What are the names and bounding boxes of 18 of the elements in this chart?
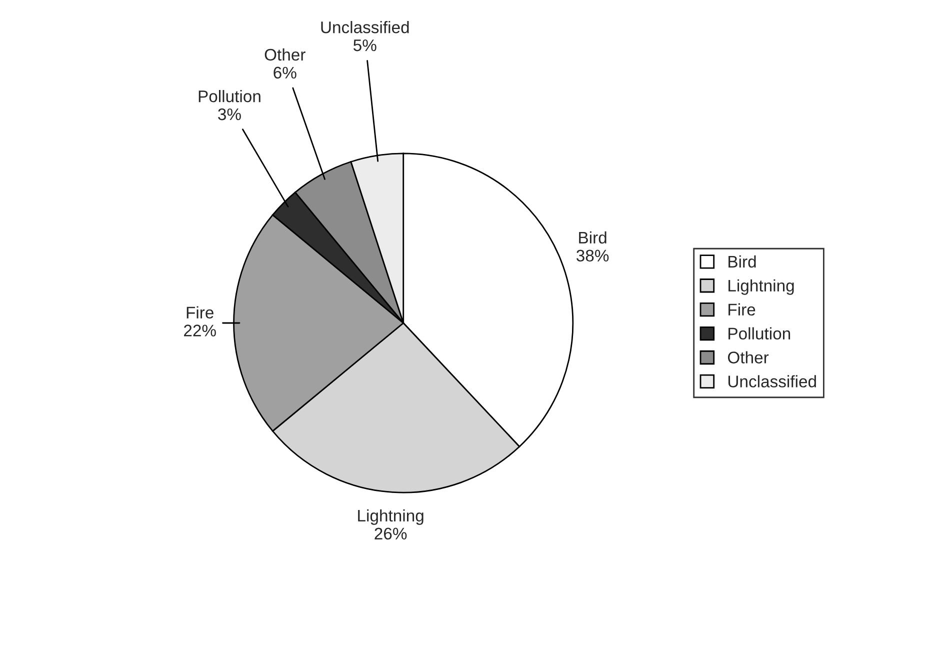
data-label: 3% — [218, 108, 241, 120]
data-label: 6% — [274, 66, 296, 79]
slice-label: Unclassified — [321, 21, 409, 34]
data-label: 38% — [576, 250, 609, 262]
data-label: 26% — [374, 528, 407, 540]
data-label: 5% — [354, 39, 376, 52]
legend-label: Bird — [728, 255, 756, 268]
data-label: 22% — [184, 324, 216, 336]
legend-label: Unclassified — [728, 375, 816, 388]
legend-label: Lightning — [728, 279, 794, 295]
slice-label: Pollution — [198, 90, 260, 102]
legend-label: Fire — [728, 303, 756, 316]
legend-label: Other — [728, 351, 769, 364]
slice-label: Other — [264, 48, 306, 61]
slice-label: Bird — [579, 231, 606, 244]
slice-label: Lightning — [358, 509, 424, 525]
slice-label: Fire — [186, 306, 214, 318]
legend-label: Pollution — [728, 327, 790, 340]
